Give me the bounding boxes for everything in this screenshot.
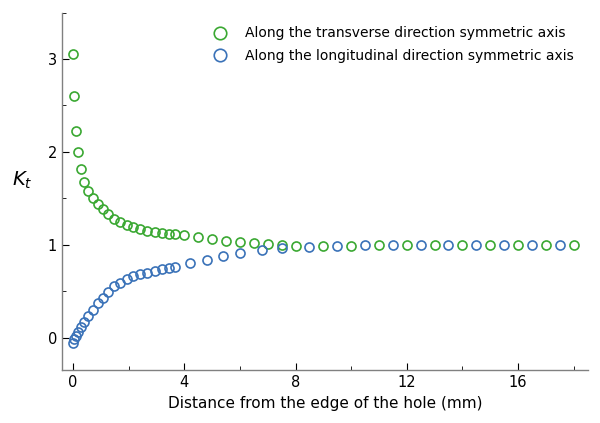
Along the transverse direction symmetric axis (570, 242, 577, 247)
Along the longitudinal direction symmetric axis (94, 301, 101, 306)
Along the longitudinal direction symmetric axis (473, 242, 480, 247)
Along the longitudinal direction symmetric axis (389, 242, 397, 247)
Along the transverse direction symmetric axis (320, 243, 327, 248)
Along the transverse direction symmetric axis (85, 188, 92, 193)
Along the transverse direction symmetric axis (71, 93, 78, 99)
Along the longitudinal direction symmetric axis (70, 341, 77, 346)
Along the longitudinal direction symmetric axis (89, 307, 96, 312)
Along the transverse direction symmetric axis (73, 129, 80, 134)
Along the longitudinal direction symmetric axis (203, 257, 210, 262)
Along the transverse direction symmetric axis (223, 239, 230, 244)
Along the longitudinal direction symmetric axis (85, 314, 92, 319)
Along the transverse direction symmetric axis (347, 243, 355, 248)
Along the longitudinal direction symmetric axis (187, 261, 194, 266)
Along the longitudinal direction symmetric axis (172, 264, 179, 269)
Along the longitudinal direction symmetric axis (99, 295, 106, 300)
Along the transverse direction symmetric axis (130, 225, 137, 230)
Along the transverse direction symmetric axis (194, 235, 202, 240)
Along the transverse direction symmetric axis (80, 179, 88, 184)
Along the transverse direction symmetric axis (250, 240, 257, 245)
Along the longitudinal direction symmetric axis (71, 337, 78, 342)
Along the transverse direction symmetric axis (542, 242, 550, 247)
Along the transverse direction symmetric axis (77, 166, 85, 171)
Legend: Along the transverse direction symmetric axis, Along the longitudinal direction : Along the transverse direction symmetric… (199, 19, 581, 70)
Along the longitudinal direction symmetric axis (158, 266, 165, 272)
Along the longitudinal direction symmetric axis (104, 289, 112, 294)
Along the transverse direction symmetric axis (172, 232, 179, 237)
Along the transverse direction symmetric axis (104, 212, 112, 217)
Along the transverse direction symmetric axis (403, 242, 410, 247)
Along the transverse direction symmetric axis (158, 230, 165, 235)
Along the longitudinal direction symmetric axis (417, 242, 424, 247)
Along the longitudinal direction symmetric axis (144, 270, 151, 275)
Along the transverse direction symmetric axis (459, 242, 466, 247)
Along the transverse direction symmetric axis (236, 239, 244, 244)
Along the transverse direction symmetric axis (376, 242, 383, 247)
X-axis label: Distance from the edge of the hole (mm): Distance from the edge of the hole (mm) (167, 396, 482, 410)
Line: Along the transverse direction symmetric axis: Along the transverse direction symmetric… (68, 50, 578, 250)
Along the longitudinal direction symmetric axis (236, 250, 244, 255)
Along the transverse direction symmetric axis (110, 216, 118, 221)
Along the transverse direction symmetric axis (94, 201, 101, 206)
Along the longitudinal direction symmetric axis (556, 242, 563, 247)
Y-axis label: $K_t$: $K_t$ (13, 170, 33, 191)
Along the transverse direction symmetric axis (292, 243, 299, 248)
Along the longitudinal direction symmetric axis (80, 319, 88, 324)
Along the transverse direction symmetric axis (123, 222, 130, 228)
Along the transverse direction symmetric axis (70, 52, 77, 57)
Along the transverse direction symmetric axis (209, 236, 216, 242)
Along the longitudinal direction symmetric axis (73, 333, 80, 338)
Along the longitudinal direction symmetric axis (77, 325, 85, 330)
Along the transverse direction symmetric axis (165, 231, 172, 236)
Along the transverse direction symmetric axis (264, 241, 271, 246)
Along the longitudinal direction symmetric axis (110, 284, 118, 289)
Along the transverse direction symmetric axis (431, 242, 438, 247)
Along the transverse direction symmetric axis (514, 242, 521, 247)
Along the longitudinal direction symmetric axis (334, 243, 341, 248)
Along the transverse direction symmetric axis (89, 196, 96, 201)
Along the longitudinal direction symmetric axis (528, 242, 535, 247)
Along the transverse direction symmetric axis (487, 242, 494, 247)
Along the longitudinal direction symmetric axis (306, 244, 313, 249)
Along the longitudinal direction symmetric axis (278, 246, 285, 251)
Along the longitudinal direction symmetric axis (123, 277, 130, 282)
Along the transverse direction symmetric axis (137, 226, 144, 231)
Along the longitudinal direction symmetric axis (165, 265, 172, 270)
Along the longitudinal direction symmetric axis (445, 242, 452, 247)
Along the longitudinal direction symmetric axis (220, 253, 227, 258)
Line: Along the longitudinal direction symmetric axis: Along the longitudinal direction symmetr… (68, 240, 564, 348)
Along the transverse direction symmetric axis (74, 149, 82, 154)
Along the transverse direction symmetric axis (278, 242, 285, 247)
Along the transverse direction symmetric axis (99, 207, 106, 212)
Along the transverse direction symmetric axis (151, 229, 158, 234)
Along the transverse direction symmetric axis (117, 220, 124, 225)
Along the transverse direction symmetric axis (181, 233, 188, 238)
Along the longitudinal direction symmetric axis (361, 242, 368, 247)
Along the longitudinal direction symmetric axis (74, 330, 82, 335)
Along the longitudinal direction symmetric axis (117, 280, 124, 286)
Along the longitudinal direction symmetric axis (151, 268, 158, 273)
Along the longitudinal direction symmetric axis (259, 248, 266, 253)
Along the transverse direction symmetric axis (144, 228, 151, 233)
Along the longitudinal direction symmetric axis (137, 272, 144, 277)
Along the longitudinal direction symmetric axis (500, 242, 508, 247)
Along the longitudinal direction symmetric axis (130, 274, 137, 279)
